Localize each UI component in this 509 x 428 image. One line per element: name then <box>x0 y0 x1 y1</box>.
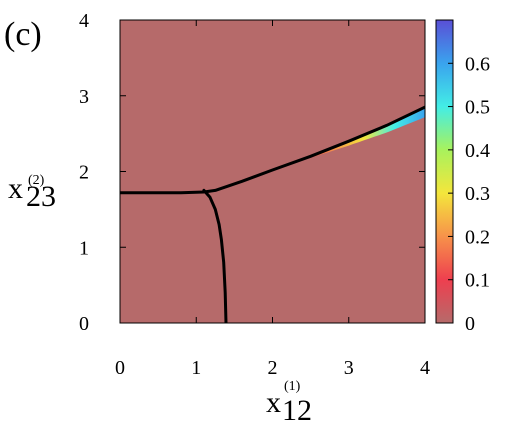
y-tick-label: 1 <box>79 237 89 259</box>
boundary-curve-2 <box>202 188 228 323</box>
y-tick-label: 2 <box>79 162 89 184</box>
y-tick-label: 0 <box>79 313 89 335</box>
colorbar <box>435 19 454 324</box>
boundary-curve-1 <box>120 105 425 195</box>
x-tick-label: 3 <box>344 357 354 379</box>
boundary-curves <box>120 105 425 323</box>
colorbar-tick-label: 0.6 <box>465 53 490 75</box>
x-axis-label: x (1) 12 <box>266 377 312 427</box>
x-axis-label-sup: (1) <box>284 379 301 394</box>
colorbar-tick-label: 0.1 <box>465 270 490 292</box>
y-tick-label: 3 <box>79 86 89 108</box>
x-tick-label: 2 <box>268 357 278 379</box>
colorbar-tick-label: 0.4 <box>465 140 490 162</box>
x-axis-label-main: x <box>266 386 281 419</box>
y-axis-ticks: 0 1 2 3 4 <box>79 10 425 335</box>
x-axis-ticks: 0 1 2 3 4 <box>115 20 430 379</box>
colorbar-tick-label: 0.5 <box>465 97 490 119</box>
y-axis-label-sub: 23 <box>26 180 56 213</box>
x-axis-label-sub: 12 <box>282 394 312 427</box>
x-tick-label: 0 <box>115 357 125 379</box>
panel-label: (c) <box>4 16 42 53</box>
y-axis-label: x (2) 23 <box>8 171 56 213</box>
y-axis-label-main: x <box>8 172 23 205</box>
colorbar-tick-label: 0.3 <box>465 183 490 205</box>
colorbar-tick-label: 0 <box>465 313 475 335</box>
x-tick-label: 4 <box>420 357 430 379</box>
colorbar-ticks: 0 0.1 0.2 0.3 0.4 0.5 0.6 <box>448 53 490 335</box>
y-tick-label: 4 <box>79 10 89 32</box>
y-axis-label-sup: (2) <box>28 173 45 188</box>
x-tick-label: 1 <box>191 357 201 379</box>
colorbar-tick-label: 0.2 <box>465 226 490 248</box>
